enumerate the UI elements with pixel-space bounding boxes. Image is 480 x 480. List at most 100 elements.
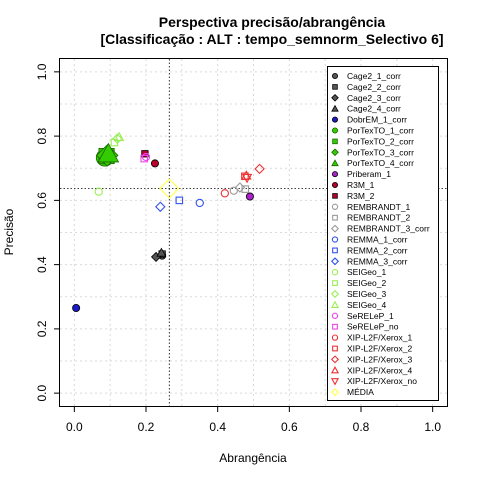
- legend-label: DobrEM_1_corr: [347, 115, 407, 125]
- point-xip-l2f-xerox-4: [241, 170, 252, 180]
- y-axis-label: Precisão: [2, 208, 16, 255]
- y-tick-label: 0.0: [35, 384, 49, 401]
- legend-symbol: [330, 300, 340, 308]
- legend-label: REMBRANDT_3_corr: [347, 224, 430, 234]
- legend-label: PorTexTO_3_corr: [347, 147, 414, 157]
- legend-symbol: [331, 159, 339, 167]
- x-tick-label: 0.6: [281, 420, 298, 434]
- point-remma-2-corr: [175, 196, 184, 205]
- x-tick-label: 0.0: [66, 420, 83, 434]
- legend-symbol: [331, 269, 339, 276]
- point-serelep-no: [140, 154, 148, 163]
- y-tick-label: 0.8: [35, 127, 49, 144]
- legend-symbol: [332, 214, 338, 221]
- legend-symbol: [331, 181, 338, 188]
- legend-symbol: [332, 280, 338, 286]
- legend-symbol: [331, 73, 338, 80]
- x-tick-label: 1.0: [424, 420, 441, 434]
- legend-label: SeRELeP_1: [347, 311, 394, 321]
- legend-symbol: [330, 378, 340, 386]
- legend: Cage2_1_corrCage2_2_corrCage2_3_corrCage…: [327, 66, 439, 401]
- point-rembrandt-3-corr: [234, 182, 246, 193]
- legend-label: Cage2_2_corr: [347, 82, 401, 92]
- chart-title: Perspectiva precisão/abrangência: [159, 14, 386, 30]
- legend-symbol: [330, 388, 340, 397]
- data-points: [72, 131, 265, 313]
- legend-label: REMBRANDT_1: [347, 202, 411, 212]
- legend-label: R3M_2: [347, 191, 375, 201]
- legend-symbol: [332, 323, 338, 330]
- point-xip-l2f-xerox-no: [241, 173, 253, 184]
- point-xip-l2f-xerox-3: [254, 163, 265, 175]
- point-portexto-4-corr: [97, 142, 120, 163]
- point-seigeo-1: [94, 187, 103, 196]
- legend-label: SeRELeP_no: [347, 322, 399, 332]
- legend-label: Cage2_3_corr: [347, 93, 401, 103]
- legend-symbol: [330, 289, 340, 299]
- legend-symbol: [331, 127, 338, 134]
- legend-symbol: [332, 84, 338, 90]
- point-rembrandt-1: [229, 186, 238, 195]
- legend-label: PorTexTO_2_corr: [347, 136, 414, 146]
- legend-symbol: [331, 93, 339, 102]
- point-m-dia: [159, 178, 180, 199]
- point-dobrem-1-corr: [72, 304, 81, 313]
- point-cage2-4-corr: [156, 247, 167, 257]
- legend-symbol: [330, 224, 340, 233]
- legend-symbol: [331, 148, 339, 157]
- x-axis-label: Abrangência: [219, 451, 287, 465]
- legend-label: XIP-L2F/Xerox_2: [347, 344, 412, 354]
- legend-symbol: [331, 203, 339, 210]
- legend-symbol: [332, 247, 338, 254]
- point-remma-3-corr: [155, 201, 166, 213]
- legend-label: XIP-L2F/Xerox_1: [347, 333, 412, 343]
- point-seigeo-3: [112, 133, 123, 144]
- legend-box: [327, 66, 439, 401]
- y-tick-label: 0.4: [35, 256, 49, 273]
- legend-label: REMBRANDT_2: [347, 213, 411, 223]
- x-axis: 0.0 0.2 0.4 0.6 0.8 1.0: [66, 406, 441, 434]
- legend-label: R3M_1: [347, 180, 375, 190]
- legend-symbol: [331, 236, 339, 243]
- y-tick-label: 0.6: [35, 192, 49, 209]
- y-tick-label: 1.0: [35, 63, 49, 80]
- legend-label: MÉDIA: [347, 387, 374, 397]
- legend-label: SEIGeo_4: [347, 300, 386, 310]
- legend-label: PorTexTO_4_corr: [347, 158, 414, 168]
- legend-symbol: [331, 171, 338, 178]
- legend-symbol: [332, 138, 338, 145]
- legend-label: Cage2_4_corr: [347, 104, 401, 114]
- x-tick-label: 0.4: [209, 420, 226, 434]
- y-axis: 0.0 0.2 0.4 0.6 0.8 1.0: [35, 63, 60, 401]
- legend-label: SEIGeo_1: [347, 267, 386, 277]
- point-xip-l2f-xerox-1: [220, 189, 229, 198]
- legend-symbol: [330, 366, 340, 374]
- x-tick-label: 0.2: [138, 420, 155, 434]
- x-tick-label: 0.8: [353, 420, 370, 434]
- point-priberam-1: [245, 192, 254, 201]
- legend-label: XIP-L2F/Xerox_3: [347, 354, 412, 364]
- legend-label: REMMA_2_corr: [347, 245, 408, 255]
- legend-symbol: [331, 334, 339, 341]
- legend-label: Cage2_1_corr: [347, 71, 401, 81]
- chart-subtitle: [Classificação : ALT : tempo_semnorm_Sel…: [100, 31, 443, 47]
- point-r3m-1: [150, 159, 159, 168]
- legend-symbol: [332, 193, 338, 199]
- legend-label: SEIGeo_2: [347, 278, 386, 288]
- legend-symbol: [330, 355, 340, 364]
- legend-symbol: [332, 345, 338, 352]
- legend-label: REMMA_1_corr: [347, 235, 408, 245]
- point-serelep-1: [141, 152, 151, 162]
- legend-label: SEIGeo_3: [347, 289, 386, 299]
- legend-label: Priberam_1: [347, 169, 391, 179]
- legend-symbol: [330, 257, 340, 266]
- legend-symbol: [331, 116, 338, 123]
- point-seigeo-4: [113, 131, 125, 142]
- legend-label: PorTexTO_1_corr: [347, 126, 414, 136]
- legend-label: REMMA_3_corr: [347, 256, 408, 266]
- point-remma-1-corr: [195, 198, 204, 208]
- legend-label: XIP-L2F/Xerox_4: [347, 365, 412, 375]
- legend-symbol: [331, 312, 339, 319]
- legend-symbol: [331, 104, 339, 112]
